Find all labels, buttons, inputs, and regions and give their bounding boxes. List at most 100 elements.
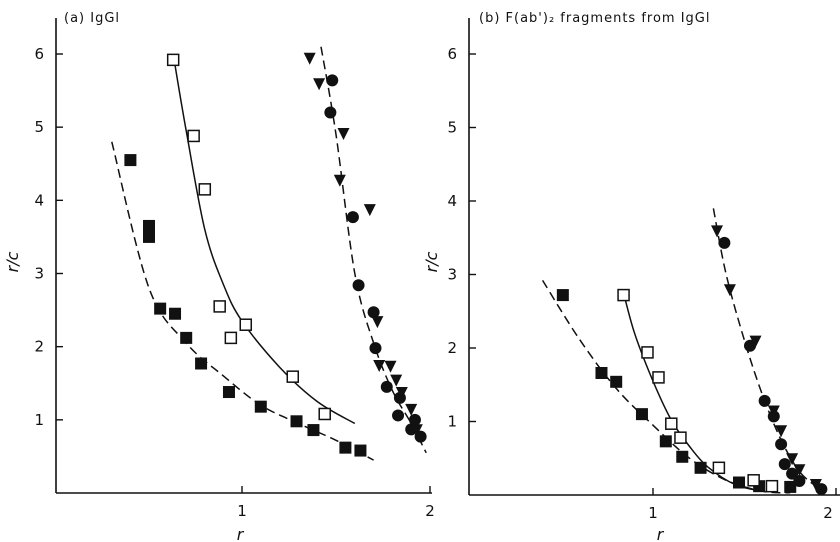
filled-square-marker [610, 375, 623, 388]
filled-triangle-marker [809, 479, 822, 491]
dashed-fit-curve [111, 141, 374, 461]
filled-circle-marker [352, 279, 365, 292]
y-tick-label: 1 [447, 413, 457, 431]
panel-a-title: (a) IgGl [64, 11, 120, 26]
filled-circle-marker [786, 467, 799, 480]
filled-square-marker [154, 302, 167, 315]
y-tick-label: 3 [447, 266, 457, 284]
filled-square-marker [143, 219, 155, 232]
solid-fit-curve [172, 53, 356, 425]
filled-triangle-marker [337, 128, 350, 140]
open-square-marker [747, 474, 760, 487]
panel-a-data-points [124, 52, 427, 457]
filled-square-marker [124, 154, 137, 167]
filled-circle-marker [758, 394, 771, 407]
open-square-marker [674, 431, 687, 444]
dashed-fit-curve [320, 46, 427, 454]
filled-square-marker [354, 444, 367, 457]
filled-square-marker [290, 415, 303, 428]
filled-square-marker [222, 386, 235, 399]
filled-triangle-marker [333, 174, 346, 187]
panel-a-fit-curves [111, 46, 427, 461]
filled-triangle-marker [723, 284, 736, 297]
panel-b-fit-curves [541, 208, 819, 494]
filled-triangle-marker [384, 360, 397, 373]
dashed-fit-curve [712, 208, 819, 489]
filled-triangle-marker [767, 405, 780, 418]
filled-triangle-marker [303, 52, 316, 65]
panel-b-ticks: 1 2 3 4 5 6 1 2 [447, 45, 837, 522]
filled-circle-marker [778, 458, 791, 471]
filled-circle-marker [326, 74, 339, 87]
open-square-marker [617, 288, 630, 302]
filled-triangle-marker [371, 316, 384, 329]
filled-square-marker [254, 400, 267, 413]
open-square-marker [712, 461, 726, 475]
y-tick-label: 5 [34, 118, 44, 136]
filled-circle-marker [369, 342, 382, 355]
open-square-marker [187, 129, 200, 143]
filled-circle-marker [324, 106, 337, 119]
open-square-marker [652, 371, 665, 384]
filled-triangle-marker [775, 425, 788, 438]
open-square-marker [286, 370, 300, 383]
y-tick-label: 2 [447, 339, 457, 357]
open-square-marker [318, 407, 331, 421]
x-tick-label: 1 [648, 504, 658, 522]
open-square-marker [166, 53, 180, 67]
filled-circle-marker [718, 236, 731, 249]
open-square-marker [765, 479, 779, 493]
filled-square-marker [784, 480, 797, 493]
y-tick-label: 4 [447, 192, 457, 210]
y-tick-label: 3 [34, 265, 44, 283]
panel-a-y-axis-label: r/c [3, 251, 22, 272]
filled-square-marker [635, 408, 648, 421]
panel-b-binding-plot: (b) F(ab')₂ fragments from IgGl r/c r 1 2… [422, 11, 840, 542]
panel-a-x-axis-label: r [237, 525, 245, 542]
filled-triangle-marker [410, 424, 423, 437]
solid-fit-curve [622, 292, 763, 493]
filled-triangle-marker [390, 374, 403, 387]
y-tick-label: 6 [447, 45, 457, 63]
dashed-fit-curve [541, 280, 791, 494]
filled-square-marker [556, 289, 569, 302]
filled-circle-marker [346, 211, 359, 224]
open-square-marker [239, 318, 253, 331]
filled-square-marker [307, 424, 320, 437]
filled-triangle-marker [313, 78, 326, 91]
x-tick-label: 1 [237, 502, 247, 520]
filled-square-marker [676, 450, 689, 463]
filled-triangle-marker [793, 464, 806, 477]
open-square-marker [198, 183, 212, 196]
filled-triangle-marker [786, 453, 799, 466]
filled-square-marker [143, 230, 155, 243]
filled-square-marker [694, 461, 707, 474]
panel-b-x-axis-label: r [657, 525, 665, 542]
filled-circle-marker [367, 306, 380, 319]
filled-circle-marker [380, 380, 393, 393]
open-square-marker [213, 300, 226, 313]
y-tick-label: 5 [447, 119, 457, 137]
y-tick-label: 1 [34, 411, 44, 429]
panel-b-title: (b) F(ab')₂ fragments from IgGl [479, 11, 710, 26]
filled-square-marker [733, 476, 746, 489]
filled-square-marker [595, 366, 608, 379]
y-tick-label: 2 [34, 338, 44, 356]
filled-square-marker [659, 435, 672, 448]
panel-b-y-axis-label: r/c [422, 251, 441, 272]
panel-b-data-points [556, 225, 828, 496]
x-tick-label: 2 [823, 504, 833, 522]
filled-triangle-marker [373, 360, 386, 372]
filled-square-marker [180, 331, 193, 344]
open-square-marker [224, 331, 238, 345]
open-square-marker [665, 417, 678, 430]
filled-triangle-marker [395, 387, 408, 399]
filled-circle-marker [408, 413, 421, 426]
y-tick-label: 4 [34, 191, 44, 209]
filled-square-marker [169, 307, 182, 320]
filled-triangle-marker [749, 335, 762, 348]
filled-square-marker [195, 357, 208, 370]
filled-circle-marker [743, 339, 756, 352]
y-tick-label: 6 [34, 45, 44, 63]
